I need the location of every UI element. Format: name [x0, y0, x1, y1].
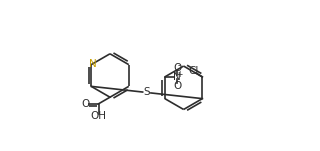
- Text: N: N: [173, 72, 181, 82]
- Text: O: O: [82, 99, 90, 109]
- Text: +: +: [176, 70, 183, 79]
- Text: O: O: [173, 63, 181, 73]
- Text: S: S: [143, 87, 150, 98]
- Text: -: -: [178, 61, 181, 71]
- Text: O: O: [173, 81, 181, 91]
- Text: OH: OH: [91, 111, 107, 121]
- Text: N: N: [89, 59, 97, 69]
- Text: Cl: Cl: [189, 66, 199, 76]
